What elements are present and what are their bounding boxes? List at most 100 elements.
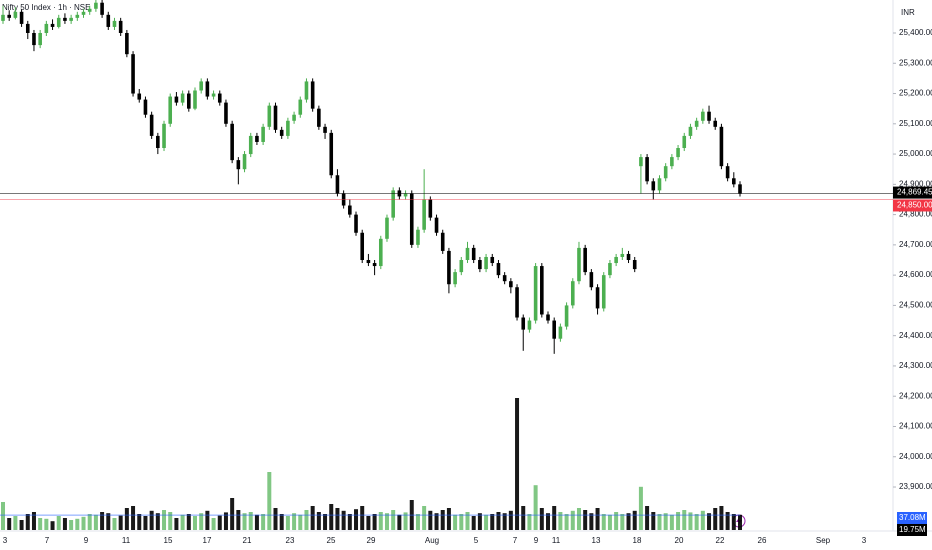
volume-bar	[62, 518, 67, 530]
candle-body	[428, 199, 433, 218]
candle-body	[137, 93, 142, 100]
volume-bar	[719, 506, 724, 530]
volume-bar	[50, 521, 55, 530]
volume-bar	[174, 518, 179, 530]
volume-bar	[490, 514, 495, 530]
y-tick-label: 25,400.00	[899, 28, 932, 37]
candle-body	[416, 229, 420, 245]
candle-body	[44, 23, 49, 33]
candle-body	[230, 123, 234, 161]
candle-body	[496, 263, 501, 276]
x-tick-label: 7	[45, 536, 50, 545]
candle-body	[378, 238, 383, 267]
volume-bar	[403, 512, 408, 530]
candle-body	[694, 120, 699, 127]
volume-bar	[539, 508, 544, 530]
candle-body	[707, 111, 711, 121]
volume-bar	[651, 512, 656, 530]
candle-body	[713, 120, 718, 127]
volume-bar	[632, 510, 637, 530]
candle-body	[38, 32, 42, 46]
candle-body	[564, 305, 569, 327]
candle-body	[676, 148, 680, 158]
x-tick-label: 11	[122, 536, 131, 545]
volume-bar	[564, 514, 569, 530]
candle-body	[601, 275, 606, 309]
x-tick-label: 9	[84, 536, 89, 545]
candle-body	[738, 184, 742, 194]
volume-bar	[273, 508, 278, 530]
candle-body	[7, 14, 11, 18]
volume-bar	[366, 516, 371, 530]
currency: INR	[901, 8, 915, 17]
volume-bar	[304, 510, 309, 530]
candle-body	[670, 157, 674, 167]
volume-bar	[223, 512, 228, 530]
candle-body	[131, 54, 135, 94]
candle-body	[261, 126, 265, 142]
volume-bar	[347, 514, 352, 530]
volume-bar	[106, 513, 111, 530]
volume-bar	[601, 514, 606, 530]
candle-body	[490, 256, 495, 264]
candle-body	[323, 126, 327, 133]
candle-body	[403, 193, 408, 197]
x-tick-label: 29	[367, 536, 376, 545]
volume-bar	[533, 485, 538, 530]
volume-bar	[143, 516, 148, 530]
volume-bar	[254, 514, 259, 530]
volume-bar	[75, 518, 80, 530]
candle-body	[409, 193, 414, 245]
candle-body	[540, 266, 544, 315]
volume-bar	[267, 472, 272, 530]
volume-bar	[186, 514, 191, 530]
candle-body	[267, 105, 272, 127]
volume-bar	[248, 512, 253, 530]
candle-body	[440, 232, 445, 251]
volume-bar	[19, 520, 24, 530]
volume-bar	[484, 514, 489, 530]
volume-bar	[731, 514, 736, 530]
volume-bar	[669, 514, 674, 530]
candle-body	[614, 256, 618, 264]
candle-body	[391, 190, 395, 218]
volume-bar	[25, 514, 30, 530]
candle-body	[329, 132, 334, 176]
candle-body	[620, 253, 625, 257]
chart-title: Nifty 50 Index · 1h · NSE	[2, 3, 90, 12]
candle-body	[292, 114, 296, 121]
volume-bar	[217, 515, 222, 530]
volume-bar	[657, 514, 662, 530]
x-tick-label: 23	[286, 536, 295, 545]
volume-bar	[391, 510, 396, 530]
candle-body	[632, 260, 637, 270]
volume-bar	[149, 510, 154, 530]
x-tick-label: 3	[862, 536, 867, 545]
volume-bar	[595, 508, 600, 530]
candle-body	[273, 105, 278, 130]
candle-body	[286, 120, 290, 136]
y-tick-label: 25,000.00	[899, 149, 932, 158]
candle-body	[50, 23, 55, 27]
volume-bar	[576, 508, 581, 530]
volume-label-box	[897, 512, 927, 524]
candle-body	[589, 272, 594, 288]
candle-body	[434, 217, 439, 233]
volume-bar	[329, 504, 334, 530]
x-tick-label: 11	[552, 536, 561, 545]
volume-bar	[199, 513, 204, 530]
candle-body	[453, 272, 457, 285]
x-tick-label: Sep	[816, 536, 831, 545]
candle-body	[732, 178, 736, 185]
volume-bar	[124, 508, 129, 530]
y-tick-label: 24,600.00	[899, 270, 932, 279]
x-tick-label: 13	[592, 536, 601, 545]
price-label: 24,869.45	[897, 188, 932, 197]
volume-label: 37.08M	[899, 513, 926, 522]
candle-body	[279, 129, 284, 136]
volume-bar	[131, 506, 136, 530]
volume-bar	[397, 514, 402, 530]
volume-bar	[521, 506, 526, 530]
y-tick-label: 24,700.00	[899, 240, 932, 249]
